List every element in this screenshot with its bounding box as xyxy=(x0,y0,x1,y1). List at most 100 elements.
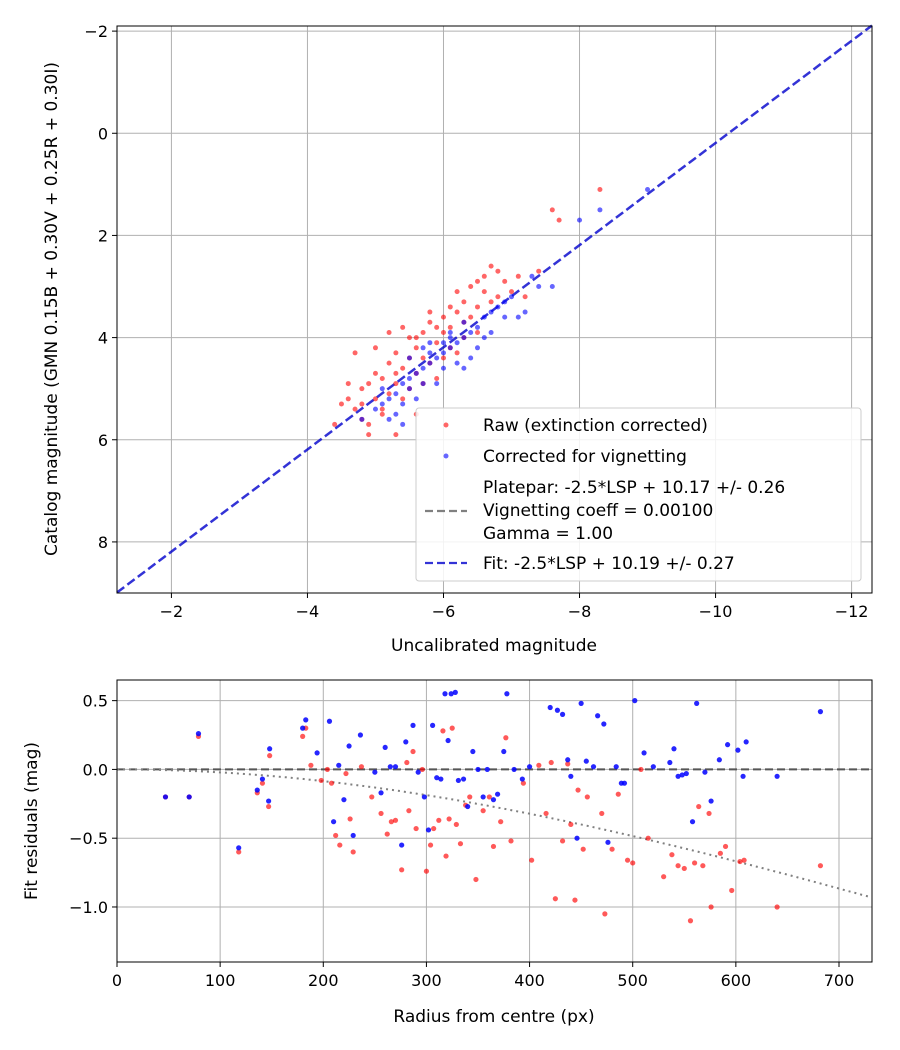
bottom-y-ticks: 0.5 0.0 −0.5 −1.0 xyxy=(69,692,117,917)
raw-residual-point xyxy=(333,832,339,839)
corrected-point xyxy=(400,401,406,407)
corrected-residual-point xyxy=(399,842,405,848)
raw-point xyxy=(400,365,406,371)
raw-residual-point xyxy=(817,863,824,869)
raw-point xyxy=(393,350,399,356)
raw-point xyxy=(597,186,603,192)
raw-point xyxy=(372,396,378,402)
raw-residual-point xyxy=(609,846,615,852)
raw-residual-point xyxy=(486,794,492,800)
bottom-x-tick-label: 700 xyxy=(824,971,855,990)
top-y-tick-label: 0 xyxy=(98,124,108,143)
legend-platepar-label-1: Platepar: -2.5*LSP + 10.17 +/- 0.26 xyxy=(483,478,785,498)
raw-residual-point xyxy=(543,810,549,817)
raw-residual-point xyxy=(717,850,723,856)
raw-point xyxy=(549,207,555,213)
raw-residual-point xyxy=(575,787,581,793)
corrected-point xyxy=(420,381,426,387)
corrected-residual-point xyxy=(267,746,273,752)
corrected-point xyxy=(481,335,487,341)
raw-residual-point xyxy=(337,842,343,848)
top-y-tick-label: 2 xyxy=(98,226,108,245)
corrected-residual-point xyxy=(303,717,309,723)
raw-point xyxy=(447,304,453,310)
raw-point xyxy=(488,263,494,269)
bottom-x-tick-label: 200 xyxy=(308,971,339,990)
corrected-residual-point xyxy=(671,746,677,752)
corrected-residual-point xyxy=(448,691,454,697)
raw-residual-point xyxy=(737,858,743,865)
corrected-residual-point xyxy=(445,737,451,744)
corrected-residual-point xyxy=(421,794,427,800)
corrected-residual-point xyxy=(415,769,421,775)
corrected-residual-point xyxy=(621,780,628,786)
raw-point xyxy=(352,350,358,356)
corrected-point xyxy=(379,401,385,407)
raw-residual-point xyxy=(318,777,324,784)
corrected-residual-point xyxy=(434,775,440,781)
raw-point xyxy=(481,273,487,279)
raw-residual-point xyxy=(266,803,272,810)
corrected-residual-point xyxy=(382,744,388,751)
raw-residual-point xyxy=(259,780,266,786)
corrected-point xyxy=(488,329,494,335)
raw-residual-point xyxy=(347,816,353,822)
bottom-reference-lines xyxy=(117,768,873,899)
corrected-residual-point xyxy=(259,776,266,782)
top-y-ticks: −2 0 2 4 6 8 xyxy=(84,22,117,552)
raw-residual-point xyxy=(350,849,356,855)
top-y-tick-label: 4 xyxy=(98,329,108,348)
legend: Raw (extinction corrected) Corrected for… xyxy=(415,407,862,582)
corrected-residual-point xyxy=(735,747,741,753)
top-x-axis-label: Uncalibrated magnitude xyxy=(391,636,597,656)
corrected-point xyxy=(393,411,399,417)
corrected-point xyxy=(536,284,542,290)
corrected-residual-point xyxy=(716,757,722,763)
raw-residual-point xyxy=(548,759,554,766)
raw-point xyxy=(420,329,426,335)
raw-residual-point xyxy=(700,863,706,869)
raw-residual-point xyxy=(404,759,410,766)
corrected-residual-point xyxy=(605,839,611,845)
raw-point xyxy=(474,278,480,284)
raw-residual-point xyxy=(681,865,687,872)
top-x-tick-label: −10 xyxy=(699,602,733,621)
corrected-residual-point xyxy=(326,718,333,724)
corrected-residual-point xyxy=(336,762,342,768)
raw-point xyxy=(454,289,460,295)
legend-box xyxy=(415,407,862,582)
corrected-residual-point xyxy=(484,766,490,773)
raw-residual-point xyxy=(343,770,349,777)
raw-point xyxy=(413,335,419,341)
corrected-residual-point xyxy=(601,721,607,727)
raw-point xyxy=(440,355,446,361)
top-scatter-points xyxy=(332,186,651,438)
raw-point xyxy=(502,278,508,284)
raw-point xyxy=(345,396,351,402)
raw-point xyxy=(345,381,351,387)
corrected-point xyxy=(406,375,412,381)
corrected-point xyxy=(577,217,583,223)
raw-residual-point xyxy=(369,794,375,800)
bottom-x-tick-label: 500 xyxy=(617,971,648,990)
raw-residual-point xyxy=(661,874,667,880)
raw-point xyxy=(440,329,446,335)
corrected-residual-point xyxy=(526,764,533,770)
raw-residual-point xyxy=(446,816,452,822)
corrected-point xyxy=(393,391,399,397)
bottom-x-tick-label: 0 xyxy=(112,971,122,990)
raw-point xyxy=(379,375,385,381)
raw-point xyxy=(386,391,392,397)
corrected-residual-point xyxy=(708,798,714,804)
bottom-y-tick-label: 0.5 xyxy=(83,692,108,711)
corrected-point xyxy=(515,314,521,320)
corrected-point xyxy=(420,365,426,371)
raw-point xyxy=(420,355,426,361)
bottom-x-ticks: 0 100 200 300 400 500 600 700 xyxy=(112,962,854,990)
legend-corrected-marker xyxy=(443,453,449,459)
raw-point xyxy=(427,309,433,315)
raw-residual-point xyxy=(267,753,273,759)
corrected-point xyxy=(461,335,467,341)
raw-residual-point xyxy=(615,791,621,797)
